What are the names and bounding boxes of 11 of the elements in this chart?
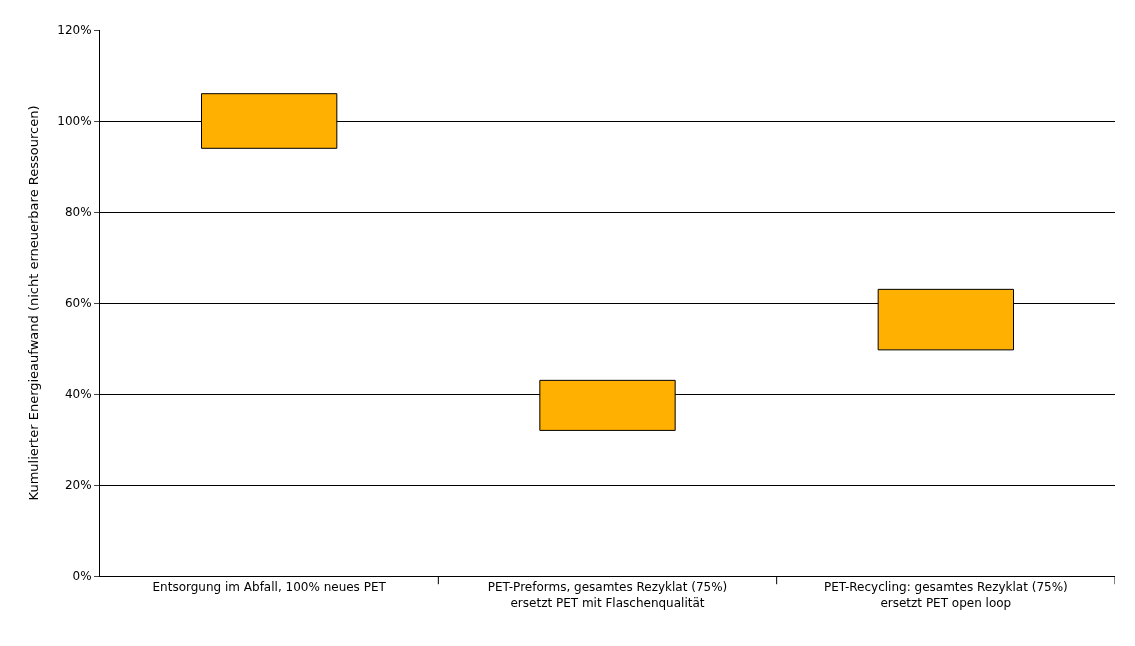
y-tick-label: 80% bbox=[64, 205, 92, 220]
y-tick-label: 120% bbox=[57, 23, 92, 38]
x-tick-label: PET-Preforms, gesamtes Rezyklat (75%) ersetzt PET mit Flaschenqualität bbox=[487, 580, 728, 610]
x-tick-label: PET-Recycling: gesamtes Rezyklat (75%) ersetzt PET open loop bbox=[823, 580, 1068, 610]
x-tick-label: Entsorgung im Abfall, 100% neues PET bbox=[152, 580, 387, 595]
y-tick-label: 60% bbox=[64, 296, 92, 311]
y-tick-label: 40% bbox=[64, 387, 92, 402]
y-tick-label: 20% bbox=[64, 478, 92, 493]
y-axis-title: Kumulierter Energieaufwand (nicht erneuerbare Ressourcen) bbox=[26, 105, 42, 501]
y-tick-label: 100% bbox=[57, 114, 92, 129]
y-tick-label: 0% bbox=[72, 569, 92, 584]
